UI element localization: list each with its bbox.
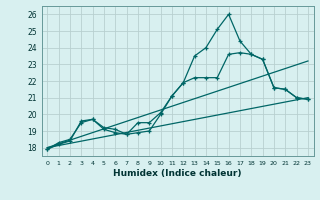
- X-axis label: Humidex (Indice chaleur): Humidex (Indice chaleur): [113, 169, 242, 178]
